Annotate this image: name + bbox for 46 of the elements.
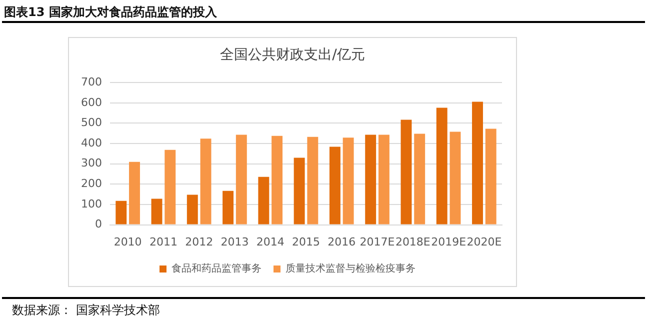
x-tick-label: 2012 [185, 235, 214, 248]
x-tick-label: 2017E [360, 235, 395, 248]
y-tick-label: 600 [80, 96, 102, 109]
bar [186, 194, 198, 224]
bar [307, 136, 318, 224]
y-tick-label: 200 [80, 177, 102, 190]
bar [400, 120, 412, 224]
chart-subtitle: 全国公共财政支出/亿元 [219, 46, 366, 64]
x-tick-label: 2018E [395, 235, 430, 248]
bar [436, 108, 448, 224]
bar [116, 200, 127, 224]
x-tick-label: 2019E [431, 235, 466, 248]
y-tick-label: 100 [80, 197, 102, 210]
y-tick-label: 300 [80, 156, 102, 170]
bar [129, 162, 140, 224]
x-tick-label: 2016 [328, 235, 356, 248]
bar [485, 128, 496, 224]
x-tick-label: 2013 [220, 235, 249, 248]
bar [342, 138, 354, 224]
y-tick-label: 700 [80, 75, 102, 88]
y-tick-label: 0 [94, 218, 102, 231]
x-tick-label: 2014 [256, 235, 284, 248]
source-note: 数据来源： 国家科学技术部 [12, 302, 160, 319]
bar [272, 136, 283, 224]
bar [200, 138, 212, 224]
bar [450, 132, 461, 224]
x-tick-label: 2020E [466, 235, 502, 248]
bar [365, 134, 376, 224]
x-tick-label: 2011 [149, 235, 178, 248]
bar [294, 158, 305, 224]
legend-label: 质量技术监督与检验检疫事务 [286, 262, 416, 275]
bar [222, 190, 234, 224]
bar [258, 176, 270, 224]
bar [151, 198, 162, 224]
y-tick-label: 500 [80, 116, 102, 130]
y-tick-label: 400 [80, 136, 102, 150]
x-tick-label: 2010 [114, 235, 142, 248]
bar [378, 134, 390, 224]
bar [329, 146, 340, 224]
bar [472, 102, 483, 224]
chart-title: 图表13 国家加大对食品药品监管的投入 [4, 4, 217, 21]
x-tick-label: 2015 [292, 235, 320, 248]
bar [236, 134, 247, 224]
legend-label: 食品和药品监管事务 [172, 262, 262, 275]
bar [164, 150, 176, 224]
bar [414, 134, 426, 224]
